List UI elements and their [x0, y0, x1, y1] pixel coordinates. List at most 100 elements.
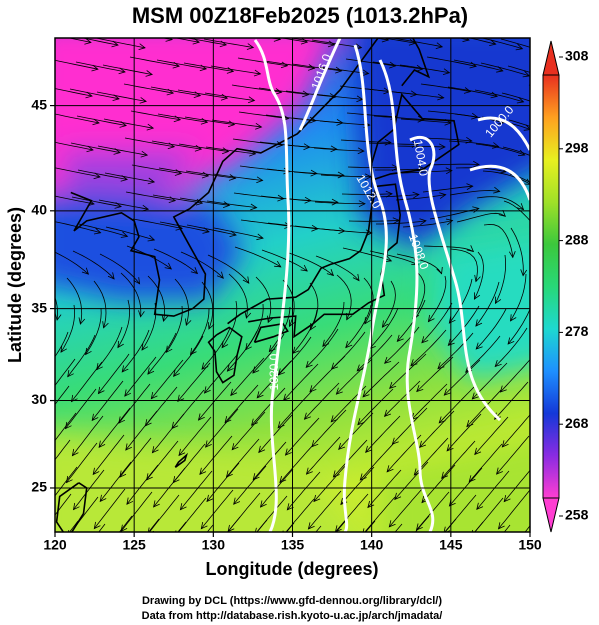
streamline [98, 199, 149, 210]
streamline [69, 520, 79, 532]
streamline-arrow [438, 143, 446, 151]
streamline-arrow [515, 43, 524, 51]
streamline-arrow [523, 124, 530, 131]
streamline-arrow [250, 203, 258, 211]
streamline-arrow [501, 440, 509, 448]
streamline-arrow [474, 447, 482, 456]
isobar [477, 116, 530, 151]
streamline-arrow [150, 392, 158, 400]
streamline [365, 520, 376, 532]
streamline [121, 329, 150, 373]
streamline [226, 438, 260, 478]
colorbar-top-triangle [542, 40, 560, 76]
x-tick-label: 140 [360, 537, 384, 553]
streamline-arrow [147, 235, 156, 242]
streamline-arrow [384, 138, 392, 146]
streamline-arrow [65, 475, 73, 484]
streamline [320, 174, 372, 178]
streamline [172, 443, 206, 483]
streamline-arrow [307, 64, 316, 71]
streamline-arrow [396, 334, 404, 342]
streamline [231, 411, 266, 450]
streamline-arrow [16, 365, 22, 372]
streamline [96, 91, 147, 102]
streamline [360, 442, 395, 481]
streamline [356, 334, 393, 372]
streamline [78, 223, 128, 237]
streamline [156, 59, 207, 70]
streamline-arrow [47, 500, 53, 507]
streamline [313, 147, 364, 152]
streamline [174, 278, 190, 326]
streamline-arrow [335, 387, 343, 395]
streamline-arrow [145, 70, 153, 77]
streamline [185, 38, 227, 46]
streamline-arrow [337, 171, 345, 179]
streamline-arrow [330, 415, 338, 423]
colorbar-tick-label: 308 [565, 48, 589, 64]
streamline-arrow [516, 97, 525, 104]
streamline [238, 111, 289, 119]
streamline [532, 247, 538, 296]
streamline [416, 356, 454, 392]
x-tick-label: 135 [281, 537, 305, 553]
streamline-arrow [256, 233, 264, 241]
streamline [126, 245, 172, 270]
streamline [419, 410, 455, 448]
streamline [373, 115, 424, 120]
streamline-arrow [496, 467, 503, 475]
streamline [474, 251, 484, 300]
streamline-arrow [510, 314, 517, 322]
streamline-arrow [309, 385, 317, 393]
streamline-arrow [42, 368, 48, 375]
streamline [322, 301, 345, 347]
streamline [338, 412, 374, 450]
streamline [286, 144, 337, 150]
streamline [474, 89, 524, 103]
streamline [213, 227, 264, 239]
streamline-arrow [85, 91, 93, 99]
isobar [409, 135, 501, 422]
streamline-arrow [120, 231, 129, 238]
streamline-arrow [494, 296, 502, 305]
streamline [501, 92, 530, 102]
streamline-arrow [356, 364, 364, 372]
streamline [55, 251, 89, 275]
streamline [13, 437, 43, 477]
streamline [148, 494, 180, 532]
streamline-arrow [493, 186, 501, 194]
streamline [206, 200, 257, 208]
streamline [283, 363, 319, 401]
streamline-arrow [303, 412, 311, 420]
streamline [411, 383, 448, 420]
streamline [55, 88, 93, 97]
streamline [98, 523, 106, 532]
streamline [441, 440, 476, 479]
streamline [474, 416, 509, 455]
streamline [255, 276, 272, 323]
streamline-arrow [438, 416, 446, 424]
streamline-arrow [316, 550, 322, 557]
streamline [293, 171, 344, 176]
streamline [230, 357, 265, 396]
streamline-arrow [37, 343, 43, 350]
streamline-arrow [195, 198, 204, 206]
streamline [363, 277, 374, 324]
streamline [124, 137, 175, 148]
streamline [92, 434, 125, 475]
streamline-arrow [93, 172, 101, 180]
streamline-arrow [508, 251, 516, 259]
streamline-arrow [352, 273, 360, 282]
streamline-arrow [197, 413, 205, 421]
streamline [421, 137, 472, 142]
streamline [347, 166, 398, 169]
streamline [401, 170, 452, 174]
streamline-arrow [365, 445, 373, 453]
streamline-arrow [259, 500, 267, 508]
streamline [232, 138, 283, 146]
streamline [357, 388, 394, 425]
colorbar-body [542, 74, 560, 499]
streamline [180, 470, 213, 510]
streamline-arrow [280, 61, 289, 69]
streamline-arrow [146, 123, 155, 131]
